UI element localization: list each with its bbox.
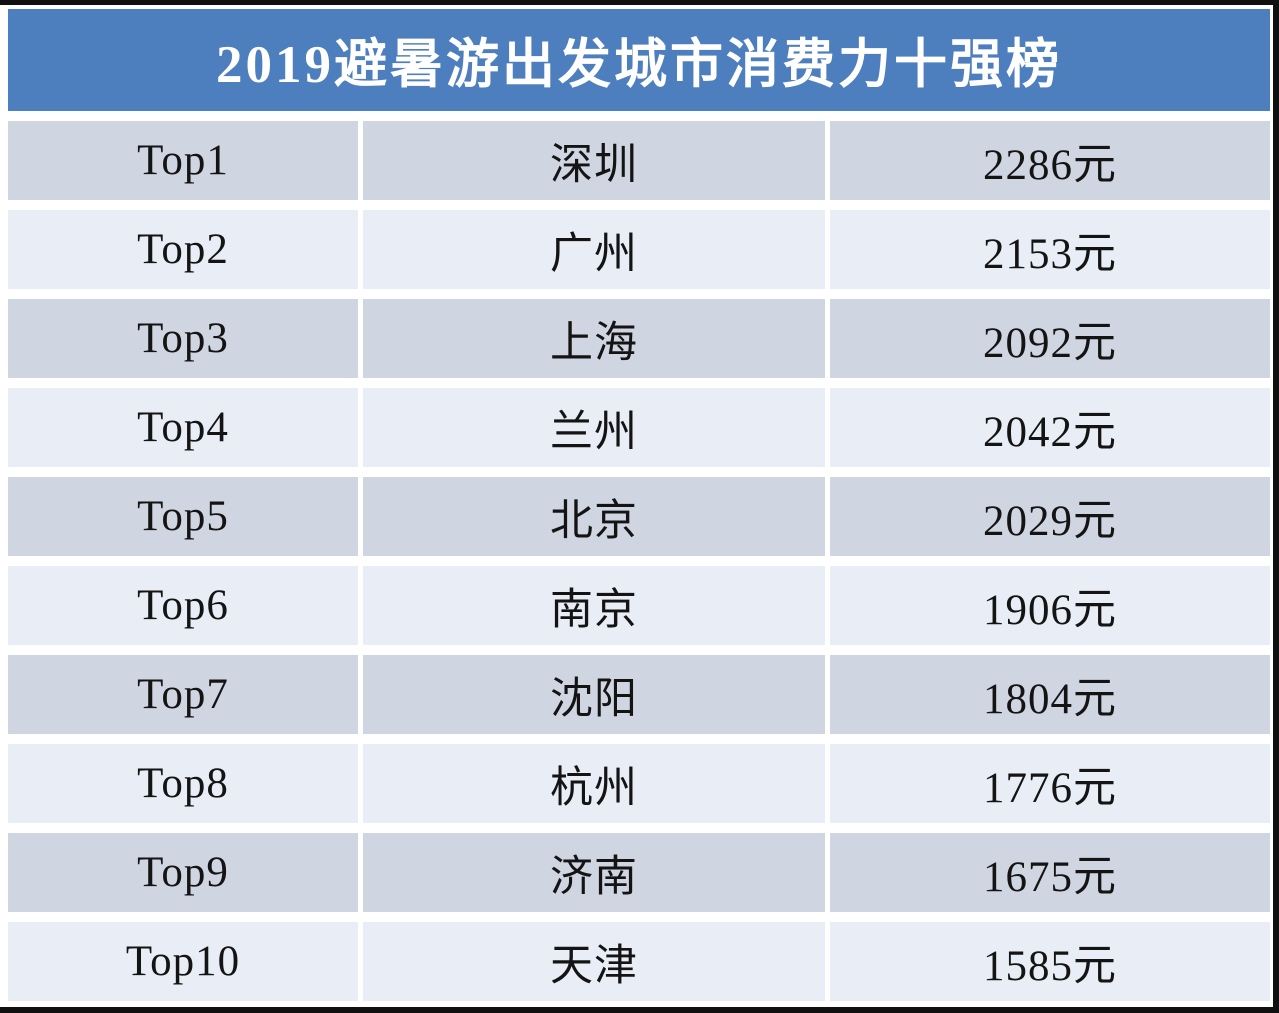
table-title: 2019避暑游出发城市消费力十强榜 <box>8 9 1270 111</box>
rank-cell: Top8 <box>8 744 358 823</box>
table-row: Top10 天津 1585元 <box>8 922 1270 1001</box>
rank-cell: Top5 <box>8 477 358 556</box>
table-row: Top9 济南 1675元 <box>8 833 1270 912</box>
table-row: Top1 深圳 2286元 <box>8 121 1270 200</box>
price-cell: 2029元 <box>830 477 1270 556</box>
table-row: Top3 上海 2092元 <box>8 299 1270 378</box>
rank-cell: Top7 <box>8 655 358 734</box>
city-cell: 北京 <box>363 477 825 556</box>
city-cell: 深圳 <box>363 121 825 200</box>
price-cell: 1675元 <box>830 833 1270 912</box>
city-cell: 杭州 <box>363 744 825 823</box>
price-cell: 1906元 <box>830 566 1270 645</box>
table-row: Top8 杭州 1776元 <box>8 744 1270 823</box>
city-cell: 兰州 <box>363 388 825 467</box>
table-row: Top2 广州 2153元 <box>8 210 1270 289</box>
price-cell: 2153元 <box>830 210 1270 289</box>
table-row: Top5 北京 2029元 <box>8 477 1270 556</box>
price-cell: 2286元 <box>830 121 1270 200</box>
city-cell: 天津 <box>363 922 825 1001</box>
rank-cell: Top1 <box>8 121 358 200</box>
table-row: Top6 南京 1906元 <box>8 566 1270 645</box>
price-cell: 1776元 <box>830 744 1270 823</box>
city-cell: 南京 <box>363 566 825 645</box>
city-cell: 上海 <box>363 299 825 378</box>
city-cell: 济南 <box>363 833 825 912</box>
table-body: Top1 深圳 2286元 Top2 广州 2153元 Top3 上海 2092… <box>8 121 1270 1001</box>
rank-cell: Top2 <box>8 210 358 289</box>
rank-cell: Top9 <box>8 833 358 912</box>
price-cell: 1585元 <box>830 922 1270 1001</box>
rank-cell: Top6 <box>8 566 358 645</box>
rank-cell: Top10 <box>8 922 358 1001</box>
city-cell: 沈阳 <box>363 655 825 734</box>
price-cell: 2042元 <box>830 388 1270 467</box>
price-cell: 2092元 <box>830 299 1270 378</box>
table-row: Top7 沈阳 1804元 <box>8 655 1270 734</box>
rank-cell: Top3 <box>8 299 358 378</box>
city-cell: 广州 <box>363 210 825 289</box>
rank-cell: Top4 <box>8 388 358 467</box>
price-cell: 1804元 <box>830 655 1270 734</box>
table-row: Top4 兰州 2042元 <box>8 388 1270 467</box>
